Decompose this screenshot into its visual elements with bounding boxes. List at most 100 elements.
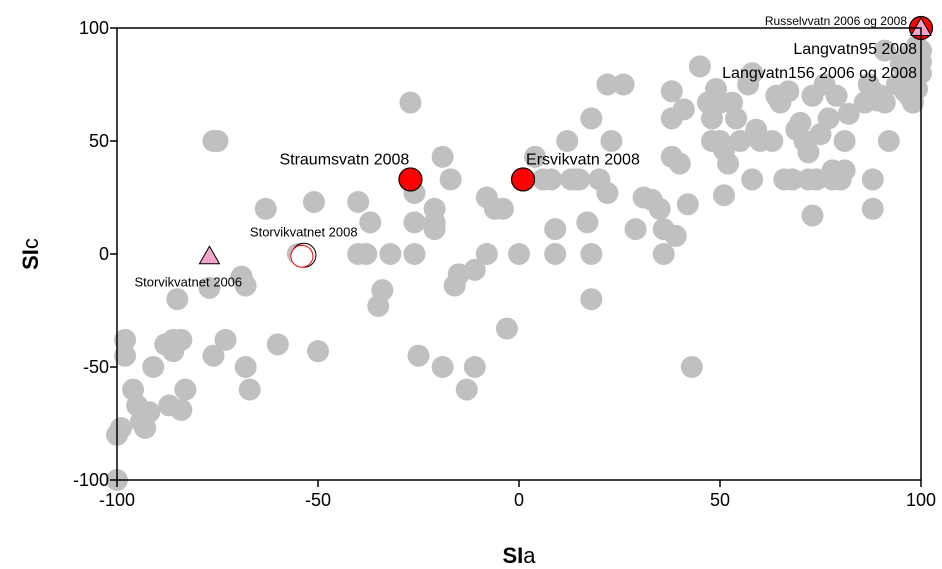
highlighted-points-group bbox=[198, 15, 934, 268]
data-point-73 bbox=[580, 243, 603, 265]
data-point-26 bbox=[234, 356, 257, 378]
y-tick-label-2: 0 bbox=[99, 244, 109, 264]
data-point-52 bbox=[423, 218, 446, 241]
data-point-54 bbox=[463, 258, 486, 281]
data-point-89 bbox=[664, 224, 687, 247]
data-point-9 bbox=[138, 401, 161, 424]
data-point-47 bbox=[439, 168, 462, 191]
data-point-90 bbox=[668, 152, 691, 175]
data-point-102 bbox=[713, 184, 736, 207]
data-point-70 bbox=[568, 168, 591, 191]
data-point-135 bbox=[837, 102, 860, 125]
data-point-60 bbox=[495, 317, 518, 340]
data-point-109 bbox=[741, 168, 764, 191]
data-point-25 bbox=[234, 274, 257, 297]
x-tick-label-0: -100 bbox=[99, 490, 135, 510]
annotation-label-0: Straumsvatn 2008 bbox=[279, 151, 409, 168]
data-point-18 bbox=[158, 394, 181, 417]
x-tick-label-4: 100 bbox=[906, 490, 936, 510]
y-tick-label-3: 50 bbox=[89, 131, 109, 151]
data-point-61 bbox=[508, 243, 530, 265]
data-point-59 bbox=[475, 243, 498, 265]
data-point-74 bbox=[580, 288, 603, 311]
data-point-157 bbox=[897, 44, 920, 67]
data-point-78 bbox=[600, 130, 623, 152]
x-tick-labels: -100 -50 0 50 100 bbox=[99, 490, 936, 510]
data-point-105 bbox=[725, 107, 748, 130]
data-point-23 bbox=[214, 328, 237, 351]
data-point-45 bbox=[431, 145, 454, 168]
data-point-36 bbox=[359, 211, 382, 234]
data-point-40 bbox=[399, 91, 422, 114]
data-point-131 bbox=[825, 84, 848, 107]
annotation-labels: Straumsvatn 2008 Ersvikvatn 2008 Storvikva… bbox=[134, 14, 917, 289]
background-points-group bbox=[106, 35, 932, 491]
data-point-145 bbox=[877, 130, 900, 152]
data-point-144 bbox=[873, 91, 896, 114]
highlight-marker-1 bbox=[510, 167, 536, 192]
data-point-66 bbox=[544, 243, 567, 265]
y-axis-title: SIc bbox=[18, 238, 43, 270]
x-axis-title: SIa bbox=[502, 543, 536, 568]
data-point-133 bbox=[833, 130, 856, 152]
data-point-31 bbox=[302, 191, 325, 214]
data-point-3 bbox=[114, 344, 137, 367]
x-axis-title-sub: a bbox=[523, 543, 536, 568]
data-point-33 bbox=[347, 191, 370, 214]
data-point-84 bbox=[652, 243, 675, 265]
data-point-62 bbox=[524, 145, 547, 168]
data-point-46 bbox=[431, 356, 454, 378]
data-point-32 bbox=[307, 340, 329, 363]
data-point-4 bbox=[114, 328, 137, 351]
annotation-label-2: Storvikvatnet 2008 bbox=[250, 224, 358, 239]
data-point-35 bbox=[355, 243, 378, 265]
data-point-116 bbox=[777, 80, 800, 103]
data-point-44 bbox=[407, 344, 430, 367]
data-point-91 bbox=[672, 98, 695, 121]
data-point-80 bbox=[624, 218, 647, 241]
data-point-43 bbox=[403, 243, 426, 265]
data-point-15 bbox=[170, 328, 193, 351]
data-point-55 bbox=[463, 356, 486, 378]
annotation-label-6: Langvatn156 2006 og 2008 bbox=[722, 65, 917, 82]
data-point-19 bbox=[198, 276, 221, 299]
y-axis-title-main: SI bbox=[18, 249, 43, 270]
data-point-86 bbox=[660, 80, 683, 103]
x-axis-title-main: SI bbox=[502, 543, 523, 568]
data-point-128 bbox=[817, 107, 840, 130]
data-point-64 bbox=[540, 168, 563, 191]
data-point-14 bbox=[166, 288, 189, 311]
data-point-92 bbox=[676, 193, 699, 216]
data-point-124 bbox=[805, 168, 828, 191]
data-point-22 bbox=[206, 130, 229, 152]
data-point-125 bbox=[801, 204, 824, 227]
data-point-94 bbox=[688, 55, 711, 78]
data-point-42 bbox=[403, 211, 426, 234]
data-point-139 bbox=[861, 168, 884, 191]
annotation-label-4: Russelvvatn 2006 og 2008 bbox=[765, 14, 907, 28]
y-tick-label-4: 100 bbox=[79, 18, 109, 38]
y-tick-labels: -100 -50 0 50 100 bbox=[73, 18, 109, 490]
data-point-77 bbox=[596, 181, 619, 204]
data-point-20 bbox=[202, 344, 225, 367]
data-point-39 bbox=[379, 243, 402, 265]
data-point-140 bbox=[861, 197, 884, 220]
y-tick-label-1: -50 bbox=[83, 357, 109, 377]
data-point-53 bbox=[455, 378, 478, 401]
data-point-17 bbox=[174, 378, 197, 401]
data-point-112 bbox=[761, 130, 784, 152]
data-point-134 bbox=[833, 159, 856, 182]
data-point-143 bbox=[873, 39, 896, 62]
data-point-117 bbox=[781, 168, 804, 191]
x-tick-label-2: 0 bbox=[514, 490, 524, 510]
data-point-29 bbox=[266, 333, 289, 356]
data-point-76 bbox=[596, 73, 619, 96]
data-point-2 bbox=[110, 417, 133, 440]
data-point-83 bbox=[648, 197, 671, 220]
data-point-38 bbox=[371, 279, 394, 302]
highlight-marker-2 bbox=[290, 244, 314, 268]
annotation-label-1: Ersvikvatn 2008 bbox=[526, 151, 640, 168]
data-point-106 bbox=[729, 130, 752, 152]
data-point-93 bbox=[680, 356, 703, 378]
